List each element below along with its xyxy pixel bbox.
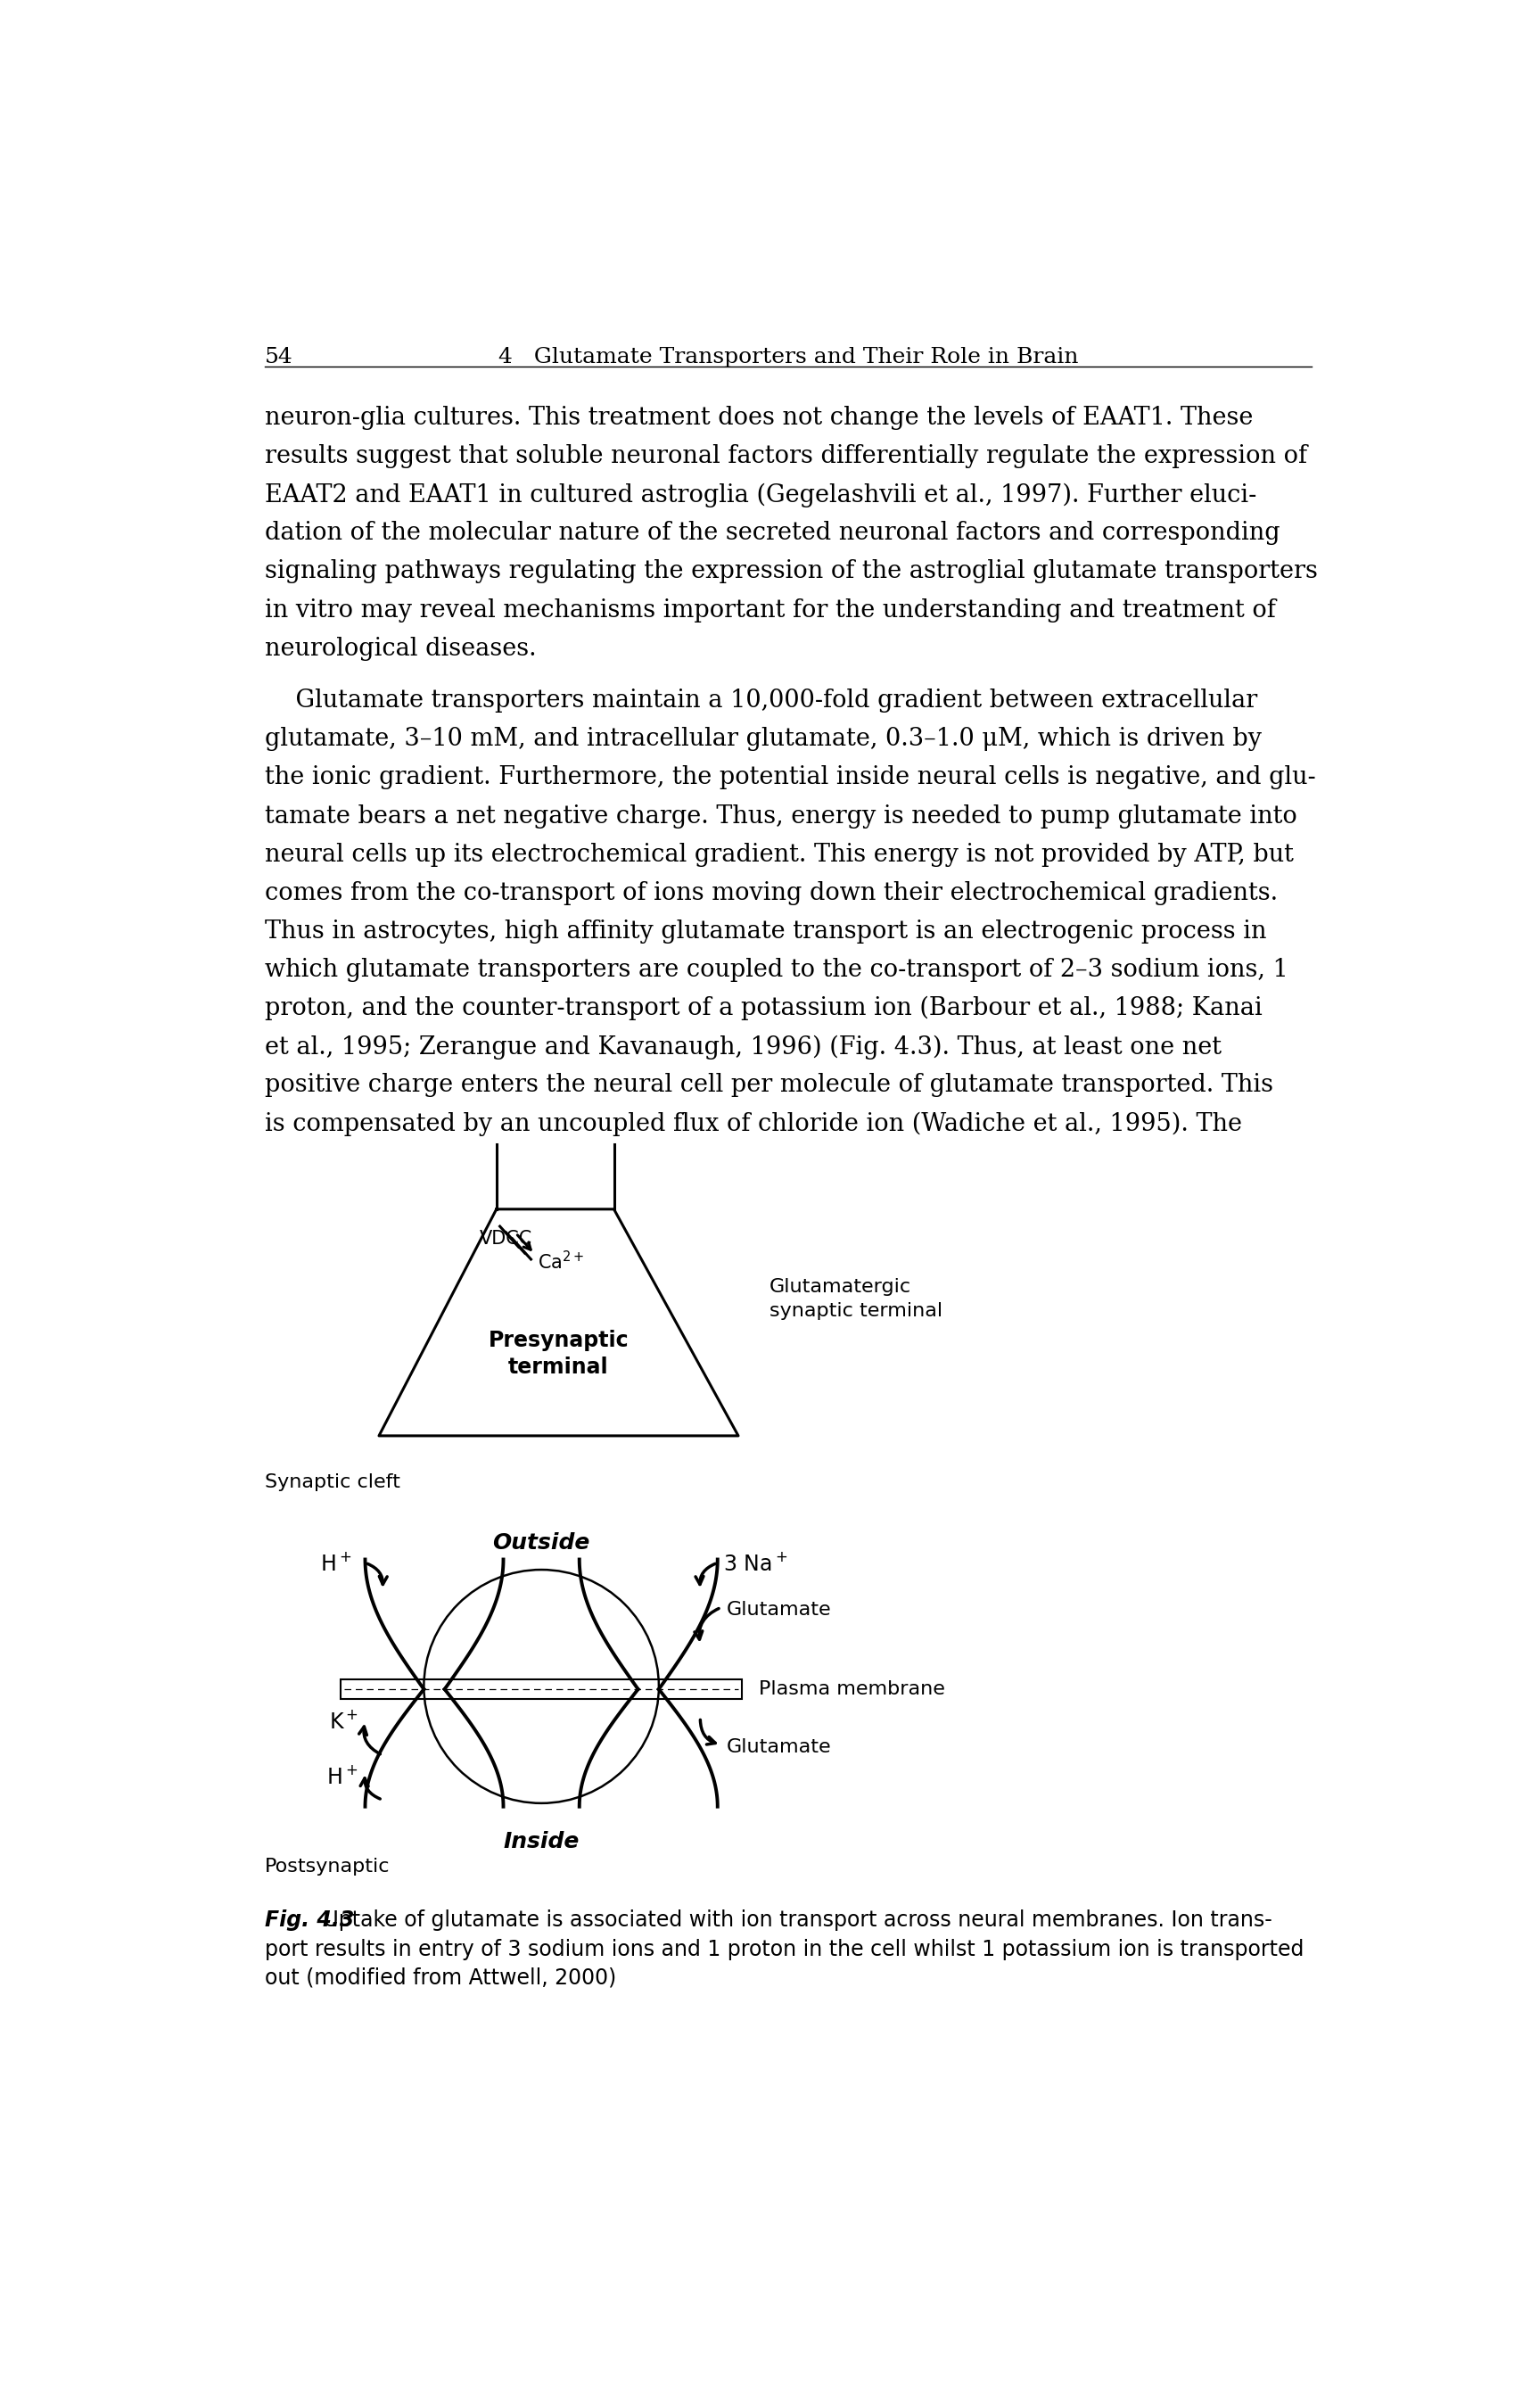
Text: synaptic terminal: synaptic terminal [770,1303,942,1320]
Bar [342,1681,742,1698]
Text: 3 Na$^+$: 3 Na$^+$ [723,1553,788,1575]
Text: neurological diseases.: neurological diseases. [265,636,537,660]
Text: positive charge enters the neural cell per molecule of glutamate transported. Th: positive charge enters the neural cell p… [265,1074,1273,1098]
Text: is compensated by an uncoupled flux of chloride ion (Wadiche et al., 1995). The: is compensated by an uncoupled flux of c… [265,1112,1242,1137]
Text: terminal: terminal [508,1356,609,1377]
Text: Thus in astrocytes, high affinity glutamate transport is an electrogenic process: Thus in astrocytes, high affinity glutam… [265,920,1267,944]
Text: Inside: Inside [503,1830,579,1852]
Text: dation of the molecular nature of the secreted neuronal factors and correspondin: dation of the molecular nature of the se… [265,520,1280,544]
Text: port results in entry of 3 sodium ions and 1 proton in the cell whilst 1 potassi: port results in entry of 3 sodium ions a… [265,1938,1304,1960]
Text: Postsynaptic: Postsynaptic [265,1859,391,1876]
Text: neural cells up its electrochemical gradient. This energy is not provided by ATP: neural cells up its electrochemical grad… [265,843,1294,867]
Text: K$^+$: K$^+$ [329,1710,359,1734]
Text: Ca$^{2+}$: Ca$^{2+}$ [539,1250,585,1274]
Text: results suggest that soluble neuronal factors differentially regulate the expres: results suggest that soluble neuronal fa… [265,443,1307,467]
Text: Glutamate: Glutamate [726,1601,831,1618]
Text: et al., 1995; Zerangue and Kavanaugh, 1996) (Fig. 4.3). Thus, at least one net: et al., 1995; Zerangue and Kavanaugh, 19… [265,1035,1222,1060]
Text: Outside: Outside [492,1531,589,1553]
Text: H$^+$: H$^+$ [320,1553,351,1575]
Text: Fig. 4.3: Fig. 4.3 [265,1910,354,1931]
Text: H$^+$: H$^+$ [326,1765,359,1787]
Text: 54: 54 [265,347,294,368]
Text: Glutamate: Glutamate [726,1739,831,1755]
Text: Uptake of glutamate is associated with ion transport across neural membranes. Io: Uptake of glutamate is associated with i… [317,1910,1273,1931]
Text: Glutamatergic: Glutamatergic [770,1279,911,1296]
Text: Presynaptic: Presynaptic [488,1329,629,1351]
Text: glutamate, 3–10 mM, and intracellular glutamate, 0.3–1.0 μM, which is driven by: glutamate, 3–10 mM, and intracellular gl… [265,727,1262,751]
Text: which glutamate transporters are coupled to the co-transport of 2–3 sodium ions,: which glutamate transporters are coupled… [265,958,1288,982]
Text: proton, and the counter-transport of a potassium ion (Barbour et al., 1988; Kana: proton, and the counter-transport of a p… [265,997,1262,1021]
Text: neuron-glia cultures. This treatment does not change the levels of EAAT1. These: neuron-glia cultures. This treatment doe… [265,405,1253,429]
Text: tamate bears a net negative charge. Thus, energy is needed to pump glutamate int: tamate bears a net negative charge. Thus… [265,804,1297,828]
Text: signaling pathways regulating the expression of the astroglial glutamate transpo: signaling pathways regulating the expres… [265,559,1317,583]
Text: EAAT2 and EAAT1 in cultured astroglia (Gegelashvili et al., 1997). Further eluci: EAAT2 and EAAT1 in cultured astroglia (G… [265,482,1257,508]
Text: in vitro may reveal mechanisms important for the understanding and treatment of: in vitro may reveal mechanisms important… [265,597,1276,621]
Text: the ionic gradient. Furthermore, the potential inside neural cells is negative, : the ionic gradient. Furthermore, the pot… [265,766,1316,790]
Text: Synaptic cleft: Synaptic cleft [265,1474,400,1491]
Text: VDCC: VDCC [479,1230,532,1247]
Text: Plasma membrane: Plasma membrane [759,1681,945,1698]
Text: 4   Glutamate Transporters and Their Role in Brain: 4 Glutamate Transporters and Their Role … [499,347,1079,368]
Text: out (modified from Attwell, 2000): out (modified from Attwell, 2000) [265,1967,617,1989]
Text: comes from the co-transport of ions moving down their electrochemical gradients.: comes from the co-transport of ions movi… [265,881,1277,905]
Text: Glutamate transporters maintain a 10,000-fold gradient between extracellular: Glutamate transporters maintain a 10,000… [265,689,1257,713]
